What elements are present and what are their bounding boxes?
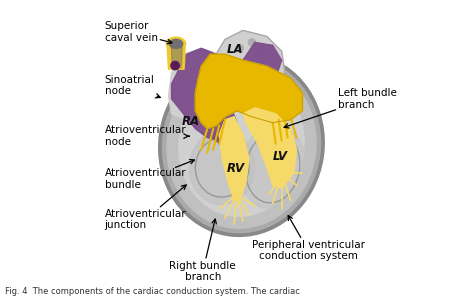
Polygon shape bbox=[243, 108, 297, 188]
Polygon shape bbox=[167, 44, 185, 69]
Polygon shape bbox=[216, 30, 284, 90]
Text: Fig. 4  The components of the cardiac conduction system. The cardiac: Fig. 4 The components of the cardiac con… bbox=[5, 287, 300, 296]
Ellipse shape bbox=[240, 126, 306, 209]
Polygon shape bbox=[172, 48, 237, 141]
Polygon shape bbox=[219, 117, 249, 200]
Text: Atrioventricular
junction: Atrioventricular junction bbox=[105, 185, 186, 230]
Text: Superior
caval vein: Superior caval vein bbox=[105, 21, 172, 44]
Polygon shape bbox=[171, 44, 182, 68]
Text: LA: LA bbox=[227, 43, 244, 56]
Ellipse shape bbox=[189, 130, 255, 205]
Polygon shape bbox=[169, 48, 225, 120]
Circle shape bbox=[171, 61, 179, 70]
Text: Right bundle
branch: Right bundle branch bbox=[170, 219, 236, 282]
Ellipse shape bbox=[163, 57, 320, 233]
Text: Atrioventricular
bundle: Atrioventricular bundle bbox=[105, 160, 194, 190]
Text: Left bundle
branch: Left bundle branch bbox=[284, 88, 397, 128]
Polygon shape bbox=[243, 42, 282, 84]
Polygon shape bbox=[213, 123, 237, 147]
Text: LV: LV bbox=[273, 150, 288, 164]
Ellipse shape bbox=[166, 37, 186, 51]
Text: RV: RV bbox=[227, 162, 245, 175]
Text: Sinoatrial
node: Sinoatrial node bbox=[105, 75, 160, 98]
Polygon shape bbox=[195, 54, 302, 129]
Text: Atrioventricular
node: Atrioventricular node bbox=[105, 125, 189, 147]
Circle shape bbox=[237, 45, 244, 52]
Circle shape bbox=[248, 39, 255, 46]
Ellipse shape bbox=[169, 39, 182, 48]
Text: Peripheral ventricular
conduction system: Peripheral ventricular conduction system bbox=[252, 216, 365, 262]
Ellipse shape bbox=[159, 54, 324, 237]
Ellipse shape bbox=[179, 74, 304, 216]
Text: RA: RA bbox=[182, 115, 200, 128]
Circle shape bbox=[257, 48, 264, 55]
Ellipse shape bbox=[167, 62, 316, 228]
